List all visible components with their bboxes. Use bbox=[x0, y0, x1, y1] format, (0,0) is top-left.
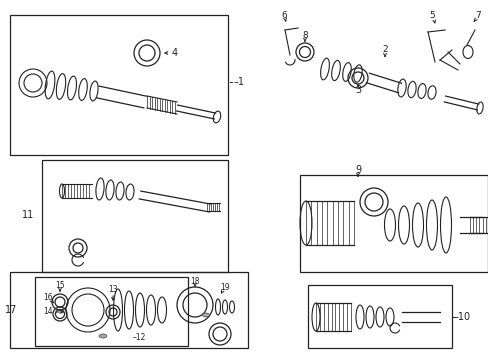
Text: 15: 15 bbox=[55, 280, 65, 289]
Text: 5: 5 bbox=[428, 12, 434, 21]
Text: –10: –10 bbox=[453, 312, 470, 322]
Ellipse shape bbox=[202, 313, 209, 317]
Text: 4: 4 bbox=[172, 48, 178, 58]
Text: 3: 3 bbox=[354, 85, 360, 95]
Text: 16: 16 bbox=[43, 293, 53, 302]
Bar bbox=[10, 15, 227, 155]
Text: 11: 11 bbox=[22, 210, 34, 220]
Bar bbox=[307, 285, 451, 348]
Text: 17: 17 bbox=[5, 305, 18, 315]
Text: 2: 2 bbox=[382, 45, 387, 54]
Text: 19: 19 bbox=[220, 284, 229, 292]
Text: 14: 14 bbox=[43, 307, 53, 316]
Ellipse shape bbox=[99, 334, 107, 338]
Text: 13: 13 bbox=[108, 285, 118, 294]
Text: 9: 9 bbox=[354, 165, 360, 175]
Text: 18: 18 bbox=[190, 278, 199, 287]
Bar bbox=[10, 272, 247, 348]
Text: 7: 7 bbox=[474, 12, 480, 21]
Text: 6: 6 bbox=[281, 10, 286, 19]
Text: –1: –1 bbox=[234, 77, 244, 87]
Bar bbox=[35, 277, 187, 346]
Text: –12: –12 bbox=[133, 333, 146, 342]
Text: 8: 8 bbox=[302, 31, 307, 40]
Bar bbox=[42, 160, 227, 272]
Bar bbox=[299, 175, 487, 272]
